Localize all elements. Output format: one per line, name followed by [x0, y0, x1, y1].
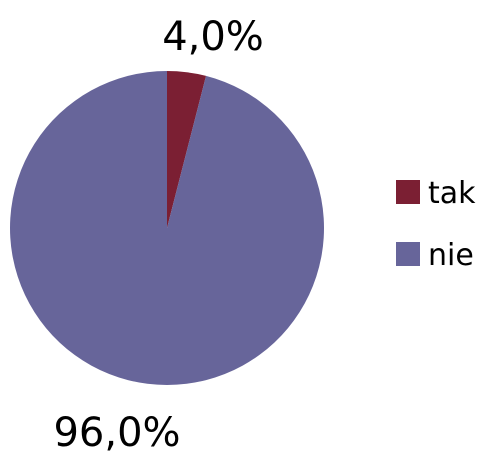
legend-label-nie: nie	[428, 238, 474, 273]
pie-slice-nie	[10, 71, 325, 385]
pie-slices	[10, 71, 325, 385]
pie-data-labels: 4,0% 96,0%	[53, 14, 263, 454]
data-label-nie: 96,0%	[53, 410, 180, 454]
pie-slice-tak	[167, 71, 207, 228]
legend-label-tak: tak	[428, 176, 476, 211]
legend-swatch-nie	[396, 242, 420, 266]
legend: tak nie	[396, 176, 476, 273]
data-label-tak: 4,0%	[162, 14, 264, 60]
legend-swatch-tak	[396, 180, 420, 204]
